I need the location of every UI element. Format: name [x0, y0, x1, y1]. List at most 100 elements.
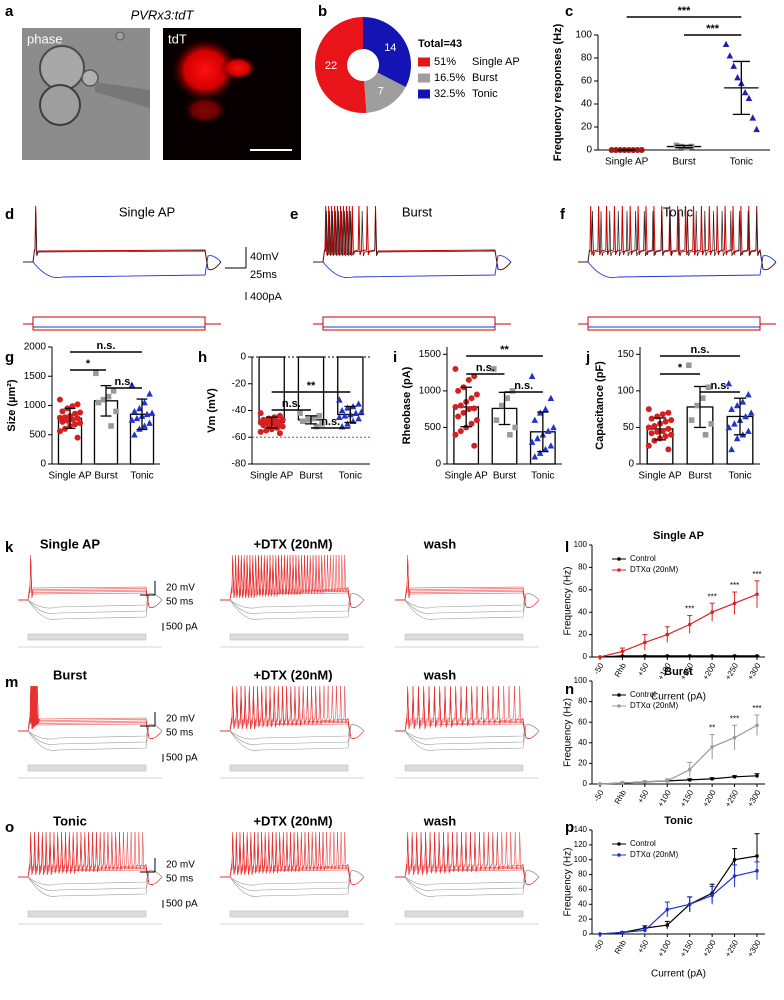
data-point: [499, 402, 505, 409]
data-point: [753, 125, 760, 133]
data-point: [728, 405, 735, 412]
significance-label: ***: [730, 714, 739, 723]
trace: [18, 724, 163, 745]
data-point: [598, 932, 602, 936]
y-tick-label: 100: [575, 30, 592, 41]
x-tick-label: Burst: [672, 157, 696, 168]
chart-title: Single AP: [653, 530, 704, 542]
trace: [18, 560, 163, 608]
data-point: [141, 422, 148, 429]
trace: [18, 837, 163, 885]
data-point: [732, 735, 737, 740]
panel-label: i: [393, 349, 397, 366]
trace: [578, 255, 777, 279]
y-axis-label: Vm (mV): [206, 388, 218, 433]
panel-label: l: [565, 539, 569, 556]
data-point: [687, 767, 692, 772]
data-point: [452, 403, 459, 410]
y-tick-label: 0: [583, 652, 588, 661]
trace: [395, 557, 540, 608]
data-point: [316, 413, 323, 419]
significance-label: **: [307, 380, 316, 392]
trace: [220, 870, 365, 897]
trace: [18, 593, 163, 609]
data-point: [128, 381, 136, 388]
legend-label: DTXα (20nM): [630, 701, 679, 710]
legend-marker: [617, 568, 621, 572]
series-line: [599, 870, 758, 935]
trace: [18, 593, 163, 620]
trace: [313, 210, 512, 271]
y-tick-label: 100: [617, 386, 634, 397]
legend-label: Burst: [472, 72, 498, 84]
significance-label: n.s.: [711, 380, 730, 392]
y-tick-label: 120: [574, 840, 588, 849]
x-tick-label: Tonic: [130, 471, 153, 482]
data-point: [651, 437, 658, 444]
trace-title: wash: [423, 667, 457, 682]
trace: [18, 557, 163, 608]
data-point: [755, 654, 759, 658]
data-point: [708, 420, 714, 427]
data-point: [694, 402, 700, 409]
significance-label: n.s.: [476, 362, 495, 374]
data-point: [687, 778, 692, 782]
data-point: [341, 412, 349, 419]
data-point: [755, 854, 759, 858]
data-point: [659, 411, 666, 418]
significance-label: n.s.: [321, 416, 340, 428]
data-point: [687, 654, 692, 658]
trace: [18, 724, 163, 740]
panel-label: o: [5, 819, 14, 836]
y-tick-label: -40: [232, 405, 247, 416]
data-point: [710, 777, 714, 781]
data-point: [131, 431, 138, 438]
trace: [395, 724, 540, 745]
x-tick-label: +300: [746, 788, 763, 809]
data-point: [319, 421, 325, 427]
data-point: [336, 413, 343, 420]
y-tick-label: 20: [581, 122, 593, 133]
data-point: [651, 422, 658, 429]
data-point: [755, 773, 759, 778]
data-point: [490, 366, 497, 372]
data-point: [645, 442, 652, 449]
data-point: [747, 409, 755, 416]
trace: [395, 556, 540, 608]
data-point: [662, 433, 669, 440]
trace: [220, 593, 365, 614]
data-point: [305, 417, 312, 423]
y-tick-label: 80: [581, 53, 593, 64]
data-point: [128, 416, 136, 423]
trace: [220, 834, 365, 885]
image-title: PVRx3:tdT: [131, 7, 195, 22]
y-tick-label: 100: [574, 855, 588, 864]
x-tick-label: +100: [656, 788, 673, 809]
significance-label: ***: [706, 23, 720, 35]
data-point: [276, 430, 283, 437]
trace: [313, 255, 512, 279]
data-point: [113, 408, 119, 415]
significance-label: n.s.: [282, 398, 301, 410]
series-line: [599, 655, 757, 658]
y-tick-label: -80: [232, 459, 247, 470]
data-point: [755, 723, 759, 728]
data-point: [77, 409, 84, 416]
trace: [18, 593, 163, 614]
trace-title: +DTX (20nM): [253, 667, 332, 682]
data-point: [687, 902, 692, 907]
data-point: [544, 427, 552, 434]
data-point: [742, 412, 749, 420]
panel-label: n: [565, 681, 574, 698]
data-point: [710, 610, 714, 614]
scale-label: 50 ms: [166, 597, 193, 608]
trace: [395, 870, 540, 891]
data-point: [336, 396, 343, 403]
data-point: [665, 779, 670, 783]
data-point: [455, 413, 462, 420]
data-point: [59, 418, 66, 425]
x-tick-label: Burst: [299, 471, 323, 482]
data-point: [665, 425, 672, 432]
data-point: [131, 407, 138, 415]
x-tick-label: Rhb: [613, 788, 628, 806]
